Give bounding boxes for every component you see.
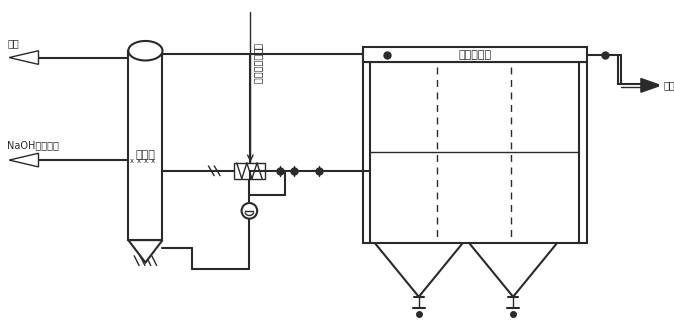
Polygon shape xyxy=(9,51,38,65)
Text: x: x xyxy=(137,158,141,164)
Text: 烟气: 烟气 xyxy=(663,81,674,90)
Polygon shape xyxy=(641,79,661,92)
Circle shape xyxy=(241,203,257,219)
Polygon shape xyxy=(9,153,38,167)
Text: x: x xyxy=(151,158,155,164)
Text: x: x xyxy=(130,158,134,164)
Text: NaOH溶液＋水: NaOH溶液＋水 xyxy=(7,140,59,150)
Text: 洗涤器: 洗涤器 xyxy=(135,150,155,160)
Bar xyxy=(363,63,587,243)
Ellipse shape xyxy=(128,41,162,61)
Text: 干法石灰粉注入: 干法石灰粉注入 xyxy=(253,43,264,84)
Text: 烟气: 烟气 xyxy=(7,38,19,48)
Text: x: x xyxy=(144,158,148,164)
Polygon shape xyxy=(128,240,162,262)
Text: 布袋除尘器: 布袋除尘器 xyxy=(458,50,491,60)
Bar xyxy=(234,163,265,179)
Bar xyxy=(363,47,587,63)
Bar xyxy=(128,51,162,240)
